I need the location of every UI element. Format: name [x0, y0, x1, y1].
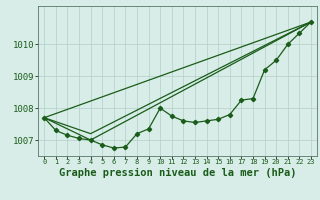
X-axis label: Graphe pression niveau de la mer (hPa): Graphe pression niveau de la mer (hPa) [59, 168, 296, 178]
